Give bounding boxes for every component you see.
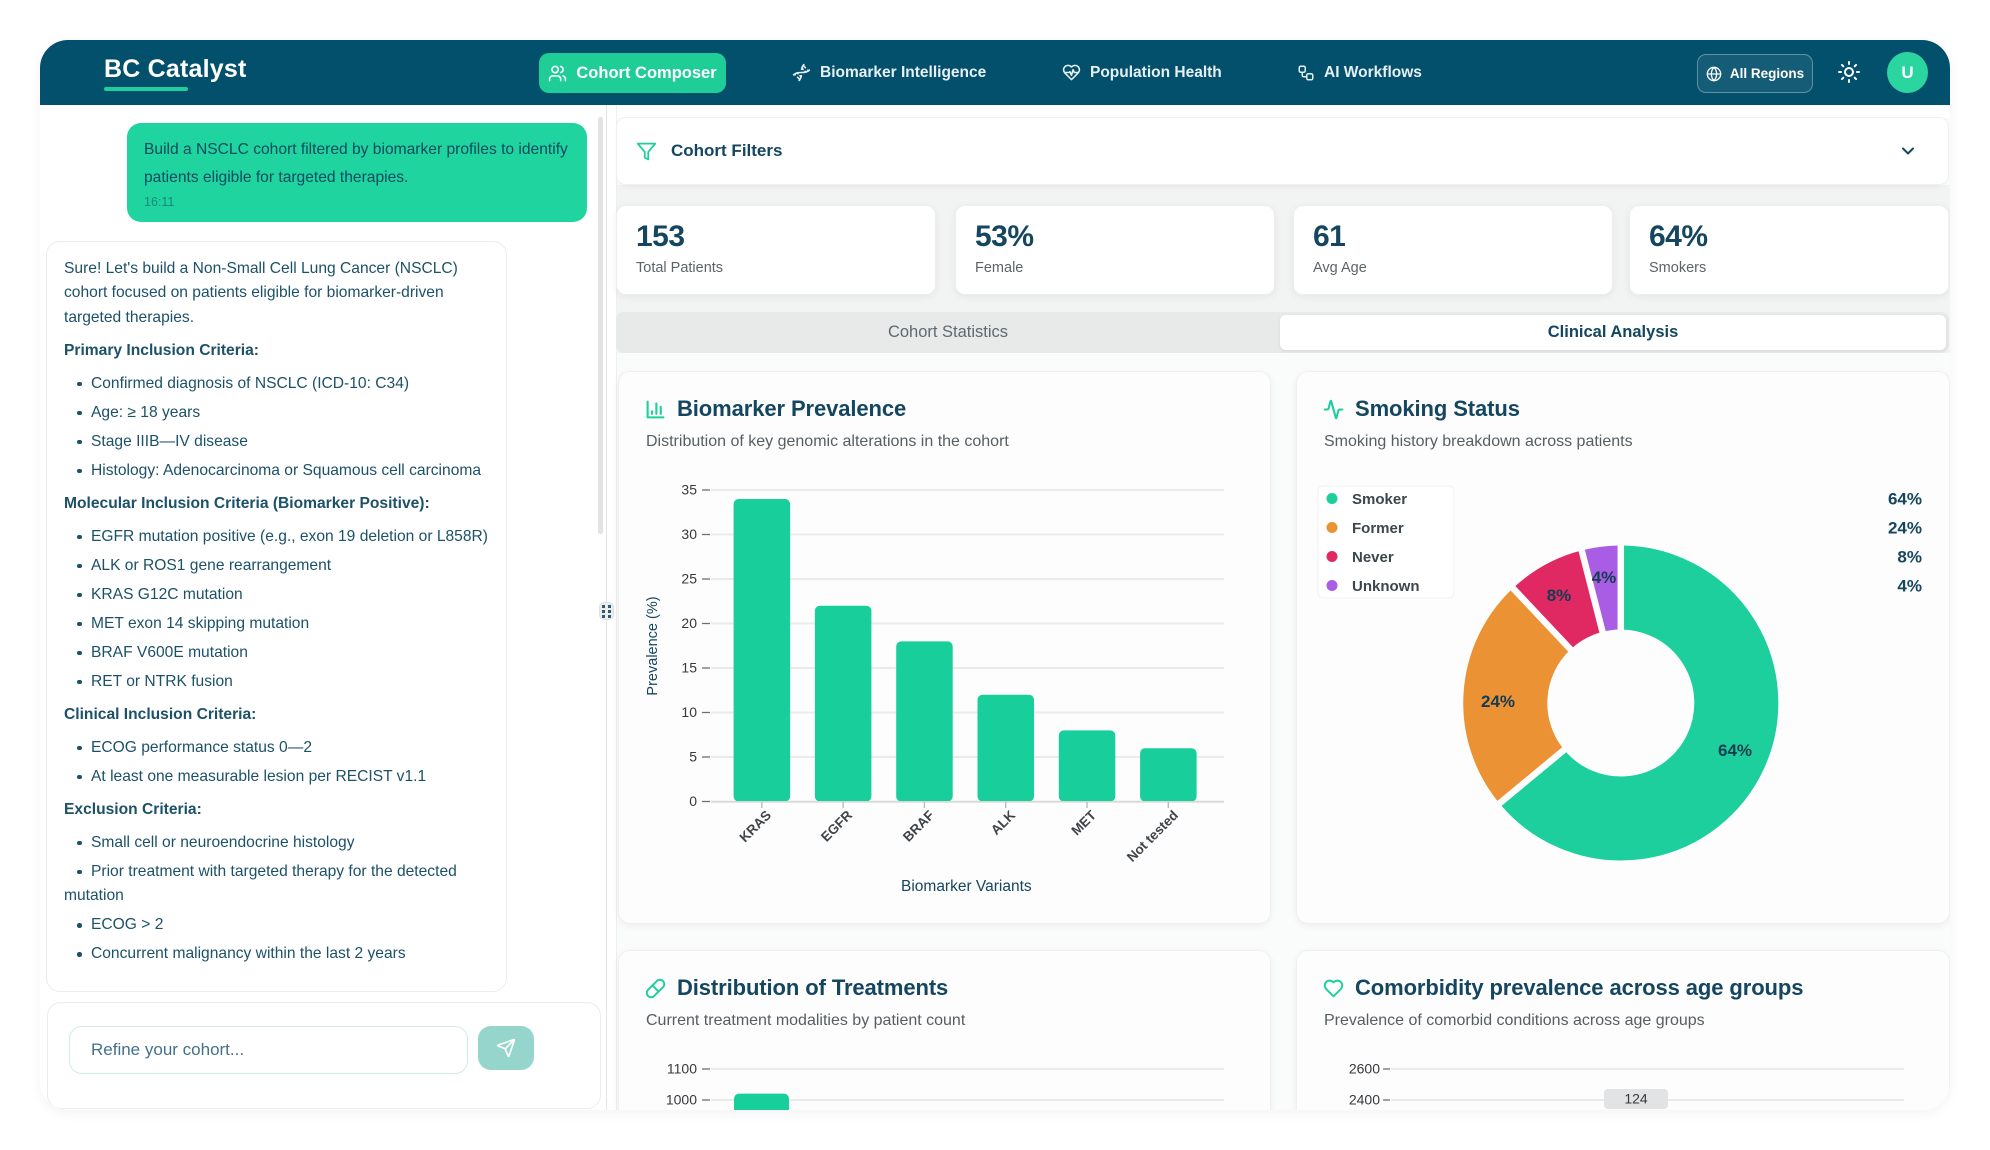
svg-text:25: 25 bbox=[681, 571, 697, 587]
svg-text:KRAS: KRAS bbox=[736, 808, 774, 846]
svg-text:64%: 64% bbox=[1718, 741, 1752, 760]
svg-text:2400: 2400 bbox=[1349, 1092, 1380, 1108]
svg-text:5: 5 bbox=[689, 749, 697, 765]
svg-text:20: 20 bbox=[681, 615, 697, 631]
svg-text:8%: 8% bbox=[1897, 548, 1922, 567]
svg-text:15: 15 bbox=[681, 660, 697, 676]
svg-text:EGFR: EGFR bbox=[818, 807, 855, 844]
svg-text:BRAF: BRAF bbox=[900, 808, 937, 845]
svg-text:ALK: ALK bbox=[988, 807, 1018, 837]
svg-text:64%: 64% bbox=[1888, 490, 1922, 509]
svg-text:2600: 2600 bbox=[1349, 1061, 1380, 1077]
svg-text:4%: 4% bbox=[1897, 577, 1922, 596]
svg-text:10: 10 bbox=[681, 704, 697, 720]
svg-text:Smoker: Smoker bbox=[1352, 491, 1407, 508]
svg-text:0: 0 bbox=[689, 793, 697, 809]
svg-text:Former: Former bbox=[1352, 520, 1404, 537]
svg-text:30: 30 bbox=[681, 526, 697, 542]
svg-text:1000: 1000 bbox=[666, 1092, 697, 1108]
svg-text:124: 124 bbox=[1624, 1091, 1648, 1107]
svg-text:8%: 8% bbox=[1547, 586, 1572, 605]
svg-text:Prevalence (%): Prevalence (%) bbox=[645, 596, 661, 695]
svg-text:1100: 1100 bbox=[667, 1061, 697, 1077]
svg-text:4%: 4% bbox=[1592, 568, 1617, 587]
svg-text:24%: 24% bbox=[1888, 519, 1922, 538]
svg-text:35: 35 bbox=[681, 482, 697, 498]
svg-text:24%: 24% bbox=[1481, 692, 1515, 711]
svg-text:Not tested: Not tested bbox=[1124, 808, 1181, 865]
svg-text:Never: Never bbox=[1352, 549, 1394, 566]
svg-text:MET: MET bbox=[1068, 807, 1099, 838]
svg-text:Unknown: Unknown bbox=[1352, 578, 1420, 595]
